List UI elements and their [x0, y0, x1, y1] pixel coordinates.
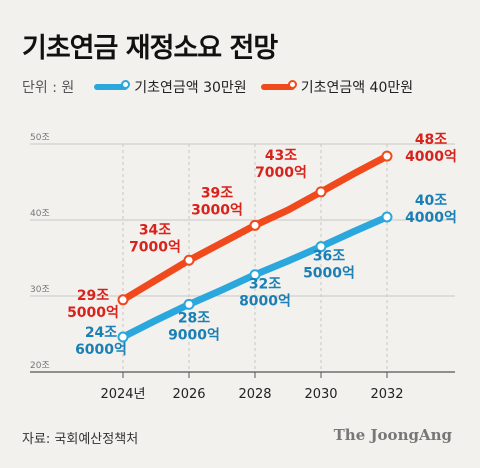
- data-point-40: [183, 254, 195, 266]
- data-label-line: 9000억: [168, 327, 220, 343]
- y-tick-label: 50조: [30, 133, 50, 143]
- data-label-line: 36조: [313, 249, 345, 265]
- data-label-line: 3000억: [191, 202, 243, 218]
- data-point-40: [381, 150, 393, 162]
- x-tick-label: 2030: [304, 387, 337, 402]
- unit-label: 단위 : 원: [22, 80, 75, 96]
- y-tick-label: 30조: [30, 285, 50, 295]
- data-point-30: [381, 211, 393, 223]
- data-label-30: 24조 6000억: [75, 325, 127, 358]
- y-tick-label: 40조: [30, 209, 50, 219]
- data-point-40: [315, 186, 327, 198]
- data-label-line: 29조: [77, 288, 109, 304]
- legend-swatch-40: [260, 80, 297, 90]
- data-point-30: [249, 269, 261, 281]
- y-tick-label: 20조: [30, 361, 50, 371]
- data-label-line: 48조: [415, 132, 447, 148]
- legend-label-30: 기초연금액 30만원: [134, 80, 247, 96]
- data-label-line: 5000억: [67, 305, 119, 321]
- data-label-40: 43조 7000억: [255, 148, 307, 181]
- data-label-line: 40조: [415, 193, 447, 209]
- legend-item-40: 기초연금액 40만원: [260, 77, 414, 97]
- data-label-line: 5000억: [303, 266, 355, 282]
- x-tick-label: 2026: [172, 387, 205, 402]
- legend-swatch-30: [94, 80, 131, 90]
- data-label-40: 48조 4000억: [405, 132, 457, 165]
- brand-logo: The JoongAng: [333, 426, 452, 444]
- data-point-30: [183, 298, 195, 310]
- x-tick-label: 2024년: [100, 387, 145, 402]
- data-label-line: 34조: [139, 222, 171, 238]
- data-label-30: 36조 5000억: [303, 249, 355, 282]
- data-label-30: 28조 9000억: [168, 310, 220, 343]
- data-label-line: 4000억: [405, 210, 457, 226]
- data-point-40: [249, 219, 261, 231]
- legend: 단위 : 원 기초연금액 30만원 기초연금액 40만원: [22, 76, 427, 98]
- x-tick-label: 2032: [370, 387, 403, 402]
- data-label-line: 7000억: [129, 239, 181, 255]
- data-point-30: [117, 331, 129, 343]
- source-note: 자료: 국회예산정책처: [22, 432, 139, 447]
- legend-item-30: 기초연금액 30만원: [94, 77, 247, 97]
- data-label-line: 4000억: [405, 149, 457, 165]
- data-label-40: 29조 5000억: [67, 288, 119, 321]
- data-label-line: 39조: [201, 185, 233, 201]
- data-label-40: 39조 3000억: [191, 185, 243, 218]
- data-label-30: 40조 4000억: [405, 193, 457, 226]
- x-tick-label: 2028: [238, 387, 271, 402]
- data-point-30: [315, 241, 327, 253]
- chart-title: 기초연금 재정소요 전망: [22, 33, 278, 64]
- data-label-line: 8000억: [239, 294, 291, 310]
- data-label-30: 32조 8000억: [239, 277, 291, 310]
- legend-label-40: 기초연금액 40만원: [300, 80, 414, 96]
- line-chart: 20조 30조 40조 50조 2024년 2026 2028 2030 2032 24조 6000…: [30, 132, 457, 402]
- data-label-40: 34조 7000억: [129, 222, 181, 255]
- data-label-line: 7000억: [255, 165, 307, 181]
- data-label-line: 32조: [249, 277, 281, 293]
- data-label-line: 28조: [178, 310, 210, 326]
- data-label-line: 6000억: [75, 342, 127, 358]
- data-point-40: [117, 294, 129, 306]
- data-label-line: 24조: [85, 325, 117, 341]
- data-label-line: 43조: [265, 148, 297, 164]
